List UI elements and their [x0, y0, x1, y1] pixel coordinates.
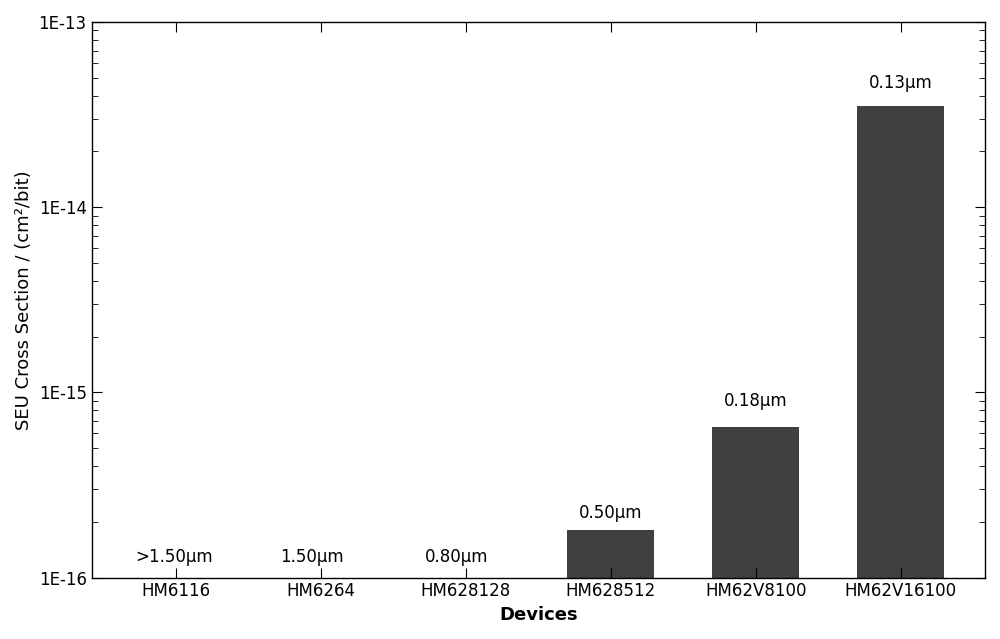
X-axis label: Devices: Devices: [499, 606, 578, 624]
Bar: [857, 107, 944, 639]
Bar: [277, 578, 364, 639]
Bar: [132, 578, 219, 639]
Bar: [422, 578, 509, 639]
Bar: [712, 427, 799, 639]
Text: 0.18μm: 0.18μm: [724, 392, 788, 410]
Y-axis label: SEU Cross Section / (cm²/bit): SEU Cross Section / (cm²/bit): [15, 170, 33, 429]
Text: 0.13μm: 0.13μm: [869, 73, 933, 92]
Text: 0.50μm: 0.50μm: [579, 504, 643, 522]
Text: 1.50μm: 1.50μm: [280, 548, 344, 566]
Bar: [567, 530, 654, 639]
Text: 0.80μm: 0.80μm: [425, 548, 489, 566]
Text: >1.50μm: >1.50μm: [135, 548, 213, 566]
